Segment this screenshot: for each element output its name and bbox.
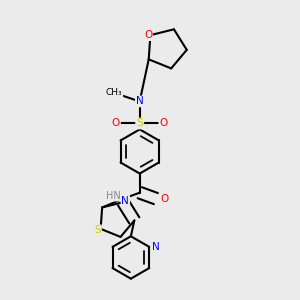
Text: N: N (136, 96, 144, 106)
Text: O: O (112, 118, 120, 128)
Text: N: N (122, 196, 129, 206)
Text: CH₃: CH₃ (106, 88, 122, 97)
Text: S: S (94, 225, 101, 235)
Text: S: S (136, 118, 143, 128)
Text: HN: HN (106, 190, 121, 201)
Text: O: O (160, 194, 169, 204)
Text: O: O (144, 30, 152, 40)
Text: N: N (152, 242, 159, 252)
Text: O: O (159, 118, 168, 128)
